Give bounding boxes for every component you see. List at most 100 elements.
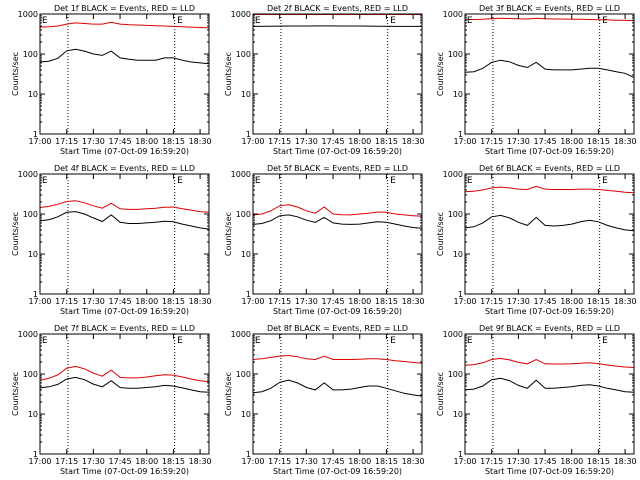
detector-panel: Det 3f BLACK = Events, RED = LLD 1 10 100 10…: [436, 4, 637, 156]
y-axis-label: Counts/sec: [436, 372, 445, 416]
plot-frame: [39, 13, 210, 135]
lld-series-line: [252, 204, 423, 217]
detector-panel: Det 7f BLACK = Events, RED = LLD 1 10 100 10…: [11, 324, 212, 476]
x-tick-label: 17:45: [322, 297, 345, 306]
flag-marker: E: [467, 336, 473, 346]
x-tick-label: 17:15: [480, 137, 503, 146]
plot-frame: [252, 333, 423, 455]
y-tick-label: 100: [23, 370, 38, 379]
y-tick-label: 10: [28, 90, 38, 99]
x-tick-label: 17:30: [295, 297, 318, 306]
y-tick-label: 100: [236, 50, 251, 59]
panel-title: Det 6f BLACK = Events, RED = LLD: [479, 164, 620, 173]
flag-marker: E: [177, 16, 183, 26]
x-tick-label: 18:00: [348, 137, 371, 146]
y-tick-label: 1000: [18, 330, 38, 339]
x-tick-label: 17:15: [268, 297, 291, 306]
x-axis-label: Start Time (07-Oct-09 16:59:20): [273, 467, 402, 476]
y-tick-label: 1000: [443, 170, 463, 179]
flag-marker: E: [467, 16, 473, 26]
y-tick-label: 1000: [18, 170, 38, 179]
y-axis-label: Counts/sec: [224, 52, 233, 96]
events-series-line: [252, 214, 423, 229]
y-tick-label: 100: [23, 210, 38, 219]
y-tick-label: 10: [241, 90, 251, 99]
y-tick-label: 1000: [231, 170, 251, 179]
x-tick-label: 17:15: [55, 297, 78, 306]
x-axis-label: Start Time (07-Oct-09 16:59:20): [485, 307, 614, 316]
x-tick-label: 17:30: [82, 137, 105, 146]
lld-series-line: [464, 185, 635, 194]
plot-frame: [464, 173, 635, 295]
lld-series-line: [39, 200, 210, 213]
flag-marker: E: [42, 336, 48, 346]
x-tick-label: 17:00: [241, 297, 264, 306]
x-tick-label: 17:00: [453, 457, 476, 466]
x-tick-label: 17:30: [295, 457, 318, 466]
y-tick-label: 10: [241, 410, 251, 419]
y-tick-label: 10: [453, 250, 463, 259]
x-tick-label: 17:30: [507, 457, 530, 466]
x-tick-label: 17:15: [55, 457, 78, 466]
detector-panel: Det 1f BLACK = Events, RED = LLD 1 10 100 10…: [11, 4, 212, 156]
x-axis-label: Start Time (07-Oct-09 16:59:20): [60, 307, 189, 316]
x-tick-label: 18:00: [135, 137, 158, 146]
flag-marker: E: [602, 176, 608, 186]
y-tick-label: 1000: [231, 10, 251, 19]
x-axis-label: Start Time (07-Oct-09 16:59:20): [60, 467, 189, 476]
y-tick-label: 100: [236, 370, 251, 379]
x-tick-label: 17:45: [322, 137, 345, 146]
x-tick-label: 18:15: [587, 297, 610, 306]
x-tick-label: 17:45: [534, 137, 557, 146]
plot-frame: [464, 13, 635, 135]
x-tick-label: 18:15: [587, 137, 610, 146]
x-tick-label: 17:00: [28, 297, 51, 306]
x-tick-label: 18:15: [375, 137, 398, 146]
x-tick-label: 18:00: [348, 457, 371, 466]
y-tick-label: 1: [458, 450, 463, 459]
x-tick-label: 18:15: [375, 297, 398, 306]
flag-marker: E: [467, 176, 473, 186]
x-axis-label: Start Time (07-Oct-09 16:59:20): [273, 307, 402, 316]
flag-marker: E: [255, 176, 261, 186]
x-tick-label: 17:45: [109, 297, 132, 306]
y-tick-label: 100: [448, 370, 463, 379]
lld-series-line: [464, 357, 635, 368]
panel-title: Det 3f BLACK = Events, RED = LLD: [479, 4, 620, 13]
y-tick-label: 1000: [18, 10, 38, 19]
y-axis-label: Counts/sec: [436, 212, 445, 256]
flag-marker: E: [177, 336, 183, 346]
x-tick-label: 18:15: [162, 457, 185, 466]
y-axis-label: Counts/sec: [11, 212, 20, 256]
x-tick-label: 18:00: [560, 137, 583, 146]
x-axis-label: Start Time (07-Oct-09 16:59:20): [60, 147, 189, 156]
x-tick-label: 17:00: [453, 137, 476, 146]
events-series-line: [464, 59, 635, 78]
events-series-line: [39, 376, 210, 393]
detector-panel: Det 9f BLACK = Events, RED = LLD 1 10 100 10…: [436, 324, 637, 476]
panel-title: Det 4f BLACK = Events, RED = LLD: [54, 164, 195, 173]
flag-marker: E: [255, 16, 261, 26]
y-tick-label: 10: [241, 250, 251, 259]
x-tick-label: 18:30: [189, 297, 212, 306]
panel-title: Det 9f BLACK = Events, RED = LLD: [479, 324, 620, 333]
events-series-line: [39, 48, 210, 65]
flag-marker: E: [42, 16, 48, 26]
x-tick-label: 17:45: [322, 457, 345, 466]
x-tick-label: 17:45: [534, 457, 557, 466]
y-tick-label: 1000: [231, 330, 251, 339]
events-series-line: [464, 377, 635, 393]
x-axis-label: Start Time (07-Oct-09 16:59:20): [485, 467, 614, 476]
flag-marker: E: [602, 16, 608, 26]
x-tick-label: 18:00: [348, 297, 371, 306]
y-axis-label: Counts/sec: [436, 52, 445, 96]
x-tick-label: 18:30: [189, 457, 212, 466]
lld-series-line: [39, 21, 210, 29]
x-tick-label: 17:00: [241, 457, 264, 466]
x-tick-label: 18:30: [189, 137, 212, 146]
x-tick-label: 18:15: [375, 457, 398, 466]
y-tick-label: 100: [236, 210, 251, 219]
x-tick-label: 17:15: [268, 137, 291, 146]
x-tick-label: 18:30: [614, 297, 637, 306]
flag-marker: E: [602, 336, 608, 346]
